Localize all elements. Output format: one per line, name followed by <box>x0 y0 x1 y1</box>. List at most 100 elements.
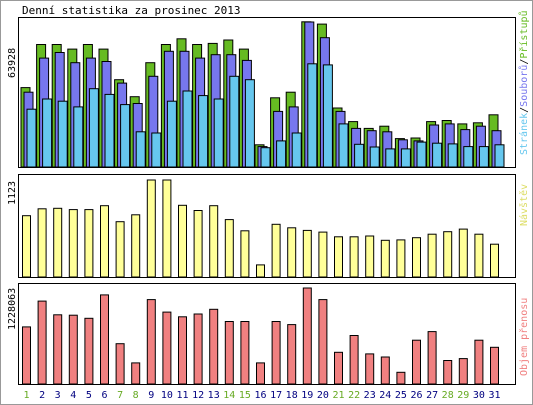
bar-pages-day-23 <box>369 146 380 168</box>
bar-volume-day-19 <box>302 287 312 385</box>
bar-pages-day-30 <box>478 146 489 168</box>
bar-volume-day-30 <box>474 339 484 385</box>
bar-pages-day-5 <box>88 88 99 168</box>
bar-visits-day-4 <box>68 209 78 278</box>
x-tick-label-day-15: 15 <box>239 390 251 401</box>
x-tick-label-day-14: 14 <box>223 390 235 401</box>
legend-files: Souborů <box>518 65 530 107</box>
x-tick-label-day-3: 3 <box>55 390 61 401</box>
bar-visits-day-9 <box>146 179 156 278</box>
bar-pages-day-10 <box>166 100 177 168</box>
x-tick-label-day-11: 11 <box>176 390 188 401</box>
bar-pages-day-9 <box>151 132 162 168</box>
x-tick-label-day-24: 24 <box>379 390 391 401</box>
bar-pages-day-7 <box>120 104 131 168</box>
bar-pages-day-22 <box>354 143 365 168</box>
legend-sep-2: / <box>519 59 530 65</box>
x-tick-label-day-26: 26 <box>410 390 422 401</box>
bar-visits-day-26 <box>412 237 421 278</box>
bar-visits-day-18 <box>287 227 297 278</box>
bar-volume-day-23 <box>365 353 375 385</box>
legend-pages: Stránek <box>518 113 530 155</box>
x-tick-label-day-4: 4 <box>70 390 76 401</box>
x-tick-label-day-30: 30 <box>473 390 485 401</box>
bar-pages-day-17 <box>276 140 287 168</box>
bar-volume-day-14 <box>224 321 234 385</box>
bar-visits-day-20 <box>318 231 328 278</box>
bar-volume-day-22 <box>349 335 359 385</box>
bar-visits-day-30 <box>474 233 484 278</box>
bar-volume-day-16 <box>256 362 265 385</box>
bar-visits-day-22 <box>349 236 359 278</box>
x-tick-label-day-13: 13 <box>208 390 220 401</box>
legend-visits: Návštěv <box>518 184 530 226</box>
x-tick-label-day-5: 5 <box>86 390 92 401</box>
bar-visits-day-29 <box>458 228 468 278</box>
legend-hits-files-pages: Stránek/Souborů/Přístupů <box>518 10 530 155</box>
bar-pages-day-13 <box>213 98 224 168</box>
x-tick-label-day-29: 29 <box>457 390 469 401</box>
bars-layer <box>20 21 505 385</box>
bar-pages-day-12 <box>198 95 209 168</box>
x-tick-label-day-27: 27 <box>426 390 438 401</box>
bar-volume-day-15 <box>240 321 250 385</box>
bar-volume-day-12 <box>193 313 203 385</box>
bar-visits-day-12 <box>193 210 203 278</box>
bar-pages-day-8 <box>135 131 146 168</box>
x-tick-label-day-9: 9 <box>148 390 154 401</box>
legend-sep-1: / <box>519 107 530 113</box>
bar-volume-day-25 <box>396 371 406 385</box>
bar-volume-day-7 <box>115 343 125 385</box>
bar-volume-day-9 <box>146 299 156 385</box>
bar-volume-day-27 <box>427 331 437 385</box>
x-tick-label-day-8: 8 <box>133 390 139 401</box>
bar-visits-day-2 <box>37 208 47 278</box>
panel-volume-ymax: 1228063 <box>7 288 18 330</box>
x-tick-label-day-22: 22 <box>348 390 360 401</box>
bar-visits-day-27 <box>427 233 437 278</box>
x-tick-label-day-28: 28 <box>442 390 454 401</box>
bar-pages-day-21 <box>338 123 349 168</box>
bar-volume-day-18 <box>287 324 297 385</box>
bar-visits-day-3 <box>53 207 63 278</box>
bar-pages-day-16 <box>260 147 271 168</box>
bar-pages-day-25 <box>400 148 411 168</box>
bar-volume-day-1 <box>22 326 31 385</box>
bar-visits-day-7 <box>115 221 125 278</box>
bar-volume-day-24 <box>380 356 390 385</box>
bar-pages-day-26 <box>416 141 427 168</box>
panel-volume-frame <box>18 283 516 385</box>
bar-visits-day-25 <box>396 239 406 278</box>
bar-volume-day-5 <box>84 317 94 385</box>
panel-visits-frame <box>18 174 516 278</box>
x-tick-label-day-25: 25 <box>395 390 407 401</box>
bar-visits-day-13 <box>209 205 219 278</box>
bar-volume-day-21 <box>334 351 343 385</box>
x-tick-label-day-17: 17 <box>270 390 282 401</box>
x-tick-label-day-12: 12 <box>192 390 204 401</box>
bar-visits-day-14 <box>224 219 234 278</box>
bar-volume-day-17 <box>271 321 281 385</box>
bar-volume-day-29 <box>458 358 468 385</box>
bar-visits-day-5 <box>84 209 94 278</box>
x-tick-label-day-23: 23 <box>364 390 376 401</box>
bar-visits-day-8 <box>131 214 141 278</box>
bar-pages-day-3 <box>57 100 68 168</box>
bar-visits-day-1 <box>22 215 31 278</box>
bar-visits-day-24 <box>380 239 390 278</box>
bar-pages-day-31 <box>494 144 505 168</box>
bar-pages-day-28 <box>447 143 458 168</box>
bar-pages-day-4 <box>73 106 84 168</box>
x-tick-label-day-21: 21 <box>332 390 344 401</box>
bar-visits-day-11 <box>178 204 187 278</box>
bar-pages-day-18 <box>291 132 302 168</box>
bar-volume-day-11 <box>178 316 187 385</box>
bar-visits-day-31 <box>490 243 499 278</box>
bar-volume-day-10 <box>162 311 172 385</box>
bar-visits-day-19 <box>302 229 312 278</box>
bar-visits-day-17 <box>271 223 281 278</box>
bar-visits-day-23 <box>365 235 375 278</box>
panel-visits-ymax: 1123 <box>7 181 18 205</box>
bar-volume-day-13 <box>209 308 219 385</box>
